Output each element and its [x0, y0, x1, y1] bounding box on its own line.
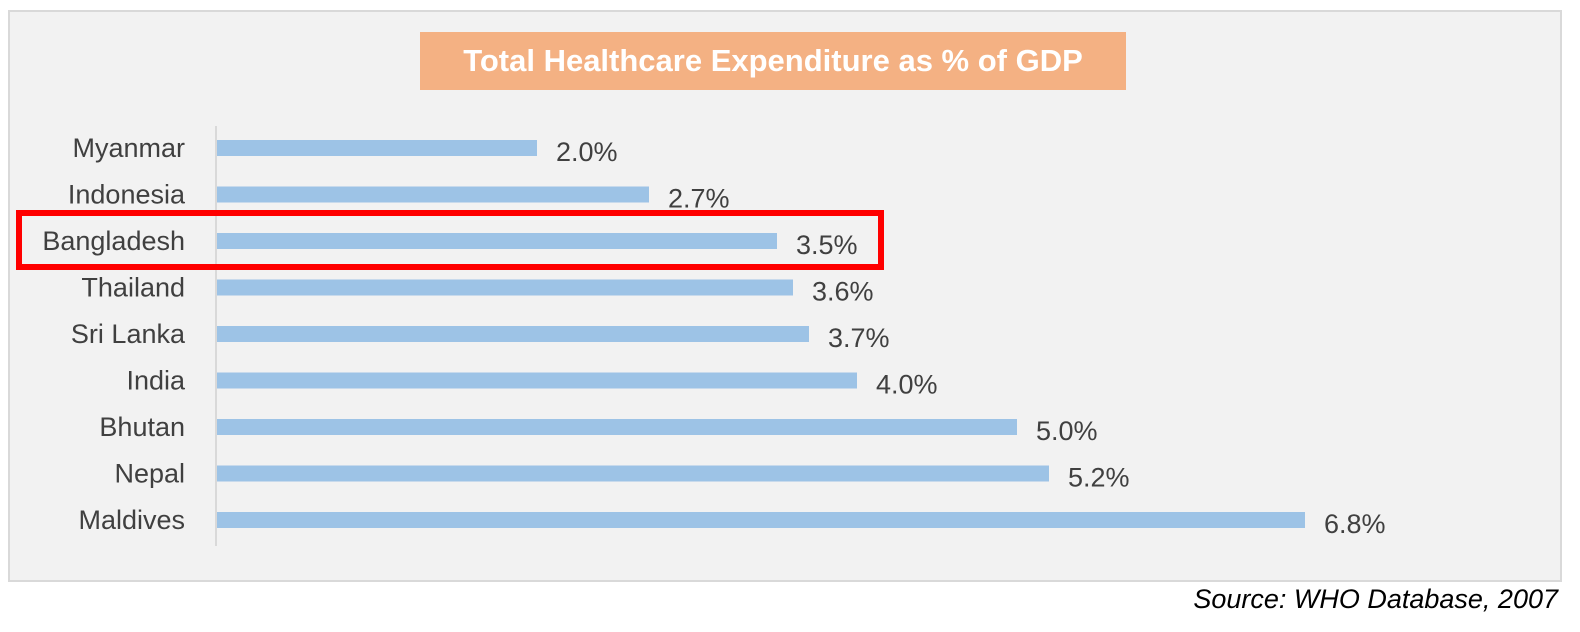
- bar-thailand: [217, 279, 793, 296]
- category-label-bhutan: Bhutan: [99, 412, 185, 442]
- bar-bangladesh: [217, 233, 777, 249]
- bar-bhutan: [217, 419, 1017, 435]
- source-note: Source: WHO Database, 2007: [1193, 584, 1558, 614]
- data-label-bhutan: 5.0%: [1036, 416, 1098, 446]
- category-label-nepal: Nepal: [114, 459, 185, 489]
- data-label-thailand: 3.6%: [812, 277, 874, 307]
- highlight-box-bangladesh: [16, 210, 884, 270]
- data-label-sri-lanka: 3.7%: [828, 323, 890, 353]
- bar-india: [217, 372, 857, 389]
- data-label-indonesia: 2.7%: [668, 184, 730, 214]
- category-label-sri-lanka: Sri Lanka: [71, 319, 186, 349]
- category-label-maldives: Maldives: [78, 505, 185, 535]
- bar-nepal: [217, 465, 1049, 482]
- category-label-myanmar: Myanmar: [72, 133, 185, 163]
- category-label-indonesia: Indonesia: [68, 180, 186, 210]
- data-label-bangladesh: 3.5%: [796, 230, 858, 260]
- bar-myanmar: [217, 140, 537, 156]
- data-label-maldives: 6.8%: [1324, 509, 1386, 539]
- data-label-myanmar: 2.0%: [556, 137, 618, 167]
- data-label-india: 4.0%: [876, 370, 938, 400]
- bar-maldives: [217, 512, 1305, 528]
- data-label-nepal: 5.2%: [1068, 463, 1130, 493]
- bar-sri-lanka: [217, 326, 809, 342]
- category-label-india: India: [126, 366, 186, 396]
- chart-area: [8, 10, 1562, 582]
- bars-group: Myanmar 2.0% Indonesia 2.7% Bangladesh 3.5% Th…: [16, 133, 1386, 539]
- chart-title: Total Healthcare Expenditure as % of GDP: [420, 32, 1126, 90]
- bar-indonesia: [217, 186, 649, 203]
- category-label-thailand: Thailand: [81, 273, 185, 303]
- category-label-bangladesh: Bangladesh: [42, 226, 185, 256]
